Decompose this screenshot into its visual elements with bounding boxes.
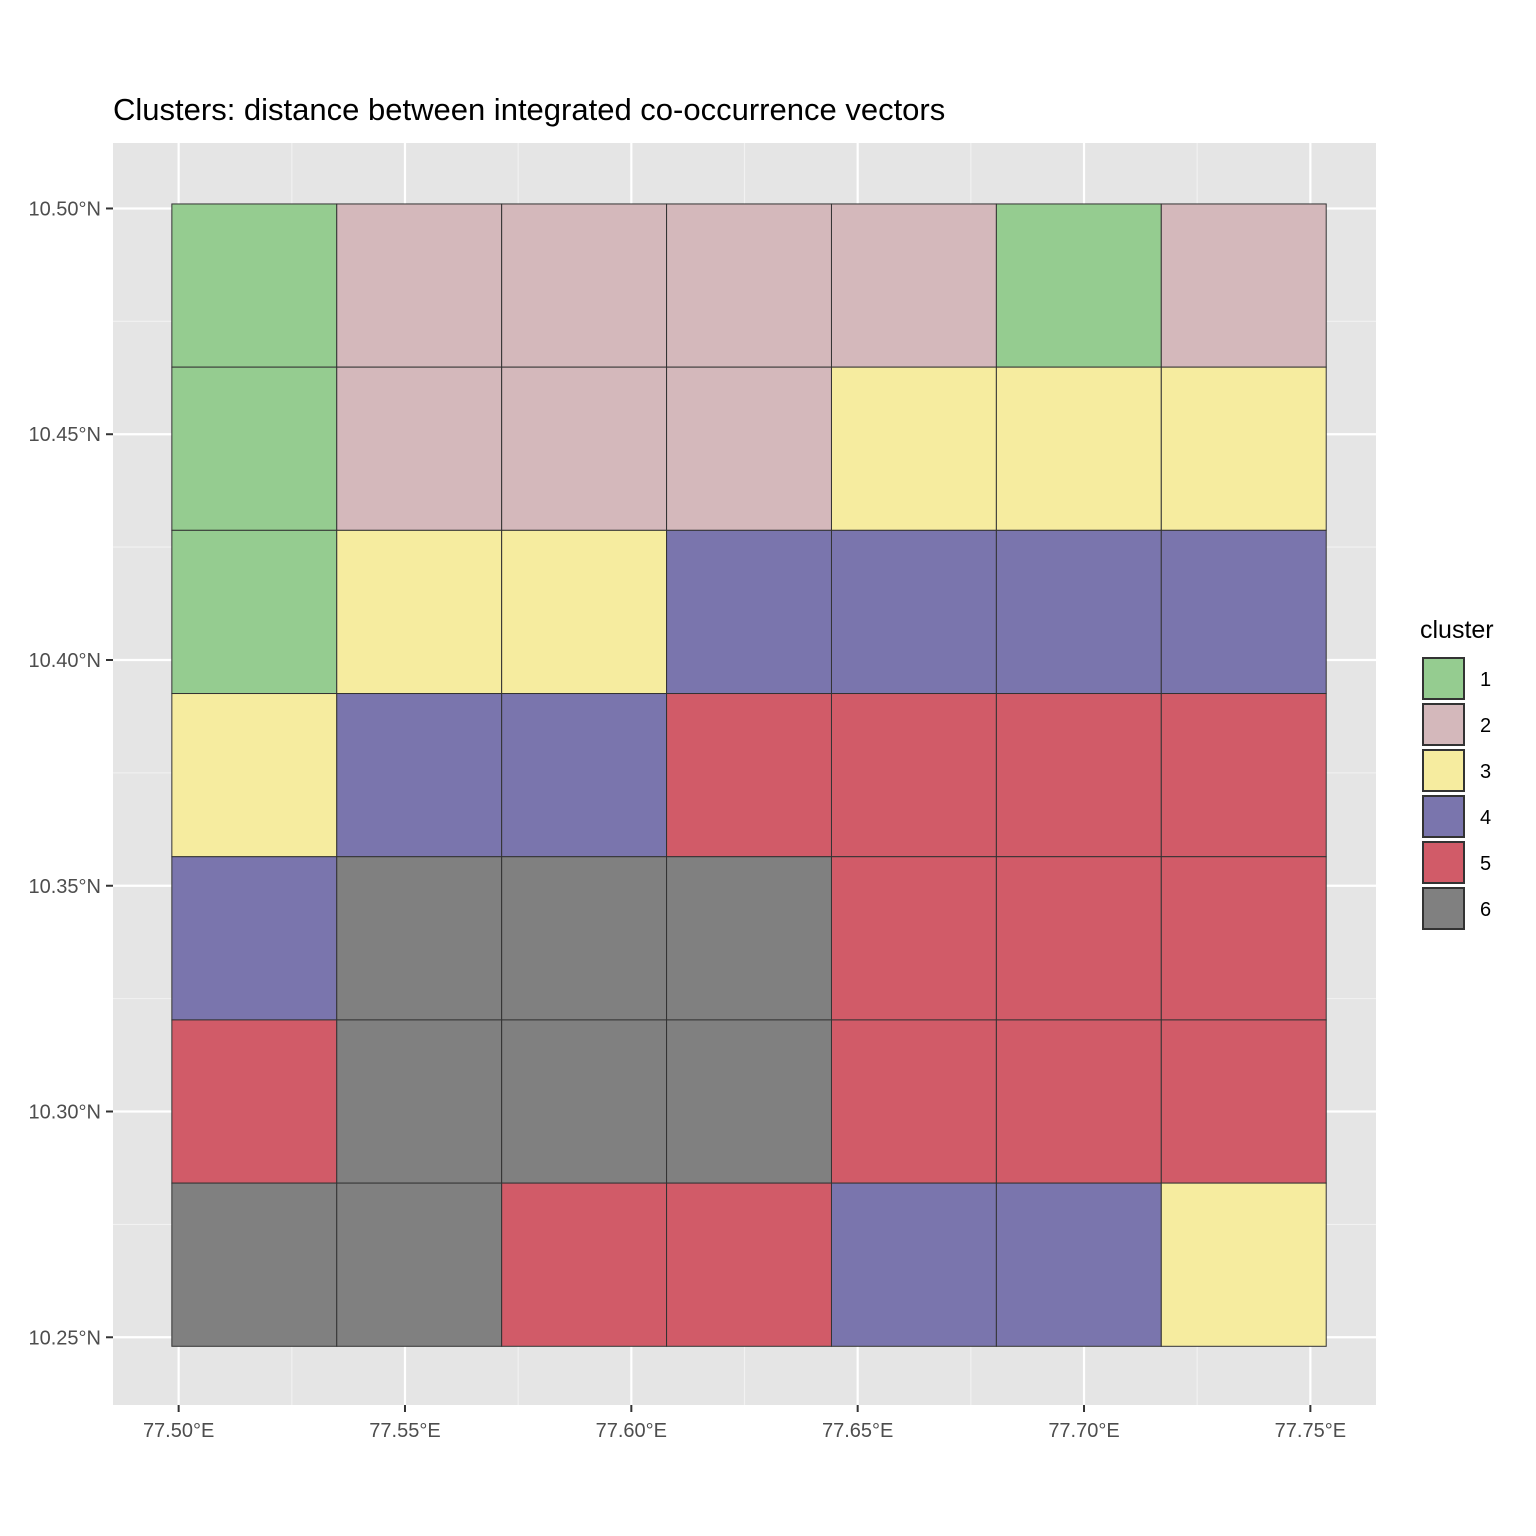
cluster-cell [501,529,668,695]
cluster-cell [995,529,1162,695]
cluster-cell [995,1019,1162,1184]
cluster-cell [830,1182,997,1347]
cluster-cell [1160,529,1327,695]
legend-label-4: 4 [1480,807,1491,829]
cluster-cell [830,203,997,368]
cluster-cell [501,1019,668,1184]
cluster-cell [1160,693,1327,858]
cluster-cell [1160,203,1327,368]
x-tick-label: 77.65°E [822,1420,893,1442]
y-tick-label: 10.35°N [29,876,102,898]
y-axis: 10.50°N 10.45°N 10.40°N 10.35°N 10.30°N 10.25… [29,198,113,1349]
cluster-cell [171,856,338,1021]
legend-key-1 [1422,657,1465,700]
x-tick-label: 77.55°E [369,1420,440,1442]
cluster-cell [1160,366,1327,531]
legend-label-1: 1 [1480,669,1491,691]
y-tick-label: 10.25°N [29,1327,102,1349]
y-tick-label: 10.45°N [29,424,102,446]
legend-key-3 [1422,749,1465,792]
legend-label-6: 6 [1480,899,1491,921]
legend-key-6 [1422,887,1465,930]
cluster-cell [995,1182,1162,1347]
cluster-cell [501,203,668,368]
chart-title: Clusters: distance between integrated co… [113,92,945,127]
x-axis: 77.50°E 77.55°E 77.60°E 77.65°E 77.70°E 77.75… [143,1405,1346,1442]
cluster-cell [666,1182,832,1347]
cluster-cell [336,1182,503,1347]
cluster-cell [171,693,338,858]
cluster-cell [336,1019,503,1184]
cluster-cell [995,856,1162,1021]
cluster-cell [171,529,338,695]
cluster-cells [171,203,1327,1347]
y-tick-label: 10.40°N [29,650,102,672]
cluster-cell [501,693,668,858]
cluster-cell [1160,856,1327,1021]
y-tick-label: 10.50°N [29,198,102,220]
cluster-cell [171,366,338,531]
cluster-cell [336,366,503,531]
cluster-cell [1160,1019,1327,1184]
legend-label-5: 5 [1480,853,1491,875]
legend: cluster 1 2 3 4 5 6 [1420,616,1494,930]
legend-title: cluster [1420,616,1494,644]
cluster-cell [501,366,668,531]
cluster-cell [995,693,1162,858]
cluster-cell [666,203,832,368]
y-tick-label: 10.30°N [29,1102,102,1124]
cluster-cell [666,366,832,531]
cluster-cell [171,1019,338,1184]
cluster-cell [666,856,832,1021]
x-tick-label: 77.50°E [143,1420,214,1442]
cluster-cell [501,856,668,1021]
cluster-cell [666,1019,832,1184]
cluster-cell [336,203,503,368]
cluster-cell [336,856,503,1021]
legend-label-3: 3 [1480,761,1491,783]
cluster-cell [995,366,1162,531]
legend-key-2 [1422,703,1465,746]
cluster-cell [995,203,1162,368]
cluster-cell [336,693,503,858]
x-tick-label: 77.70°E [1048,1420,1119,1442]
x-tick-label: 77.60°E [596,1420,667,1442]
cluster-cell [830,529,997,695]
cluster-cell [1160,1182,1327,1347]
legend-key-4 [1422,795,1465,838]
cluster-cell [501,1182,668,1347]
cluster-cell [336,529,503,695]
cluster-cell [171,203,338,368]
cluster-cell [830,856,997,1021]
cluster-cell [830,1019,997,1184]
cluster-cell [666,529,832,695]
cluster-cell [830,693,997,858]
legend-label-2: 2 [1480,715,1491,737]
x-tick-label: 77.75°E [1275,1420,1346,1442]
legend-key-5 [1422,841,1465,884]
cluster-cell [830,366,997,531]
cluster-cell [171,1182,338,1347]
cluster-cell [666,693,832,858]
